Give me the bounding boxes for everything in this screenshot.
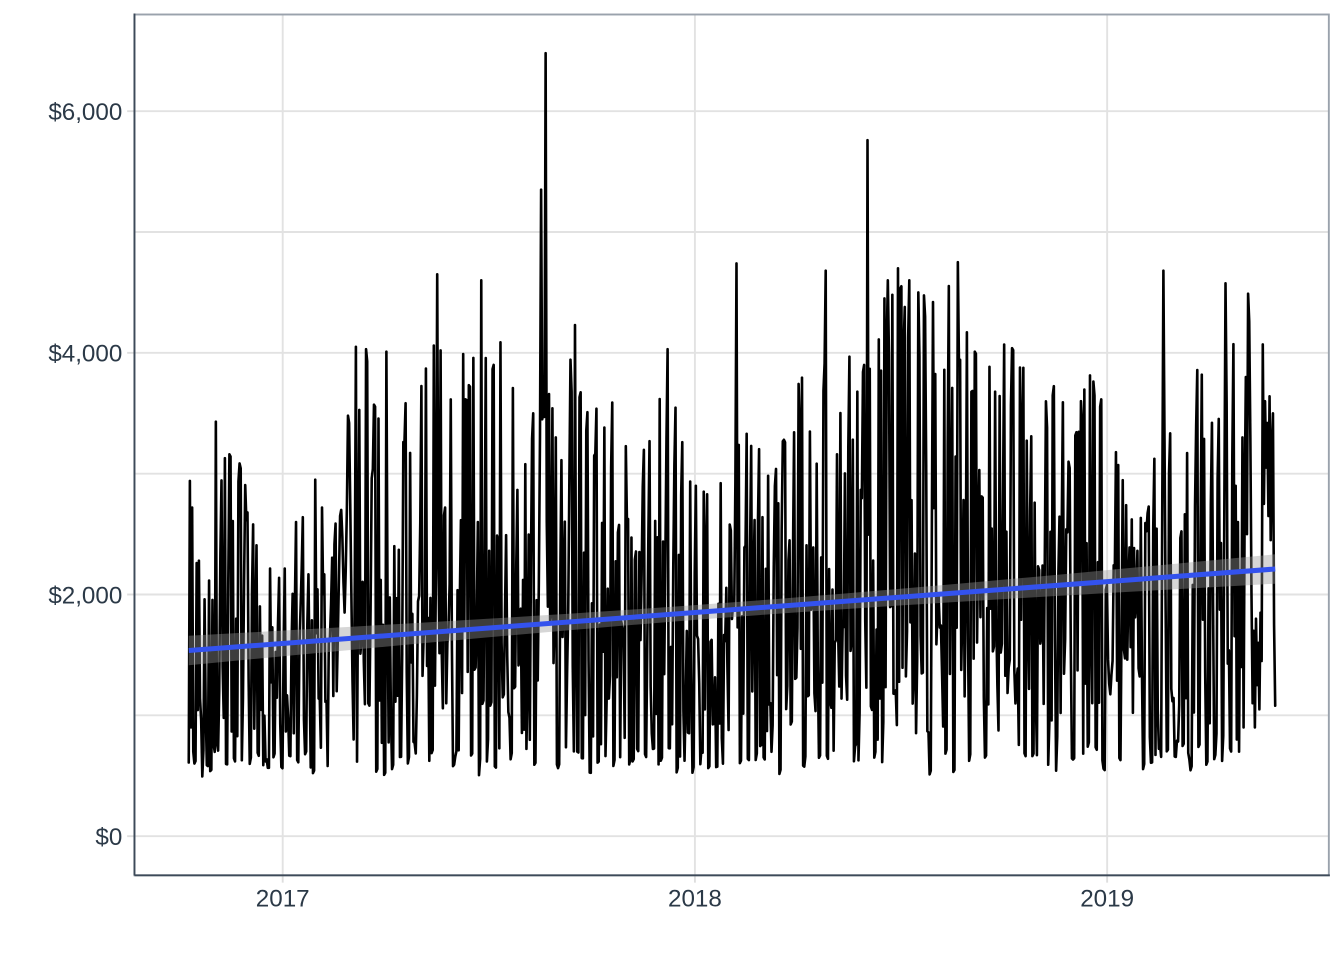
- svg-text:$6,000: $6,000: [48, 99, 122, 126]
- svg-text:$4,000: $4,000: [48, 341, 122, 368]
- svg-text:2017: 2017: [256, 886, 310, 913]
- svg-text:$2,000: $2,000: [48, 582, 122, 609]
- svg-text:2018: 2018: [668, 886, 722, 913]
- svg-text:$0: $0: [95, 824, 122, 851]
- svg-text:2019: 2019: [1080, 886, 1134, 913]
